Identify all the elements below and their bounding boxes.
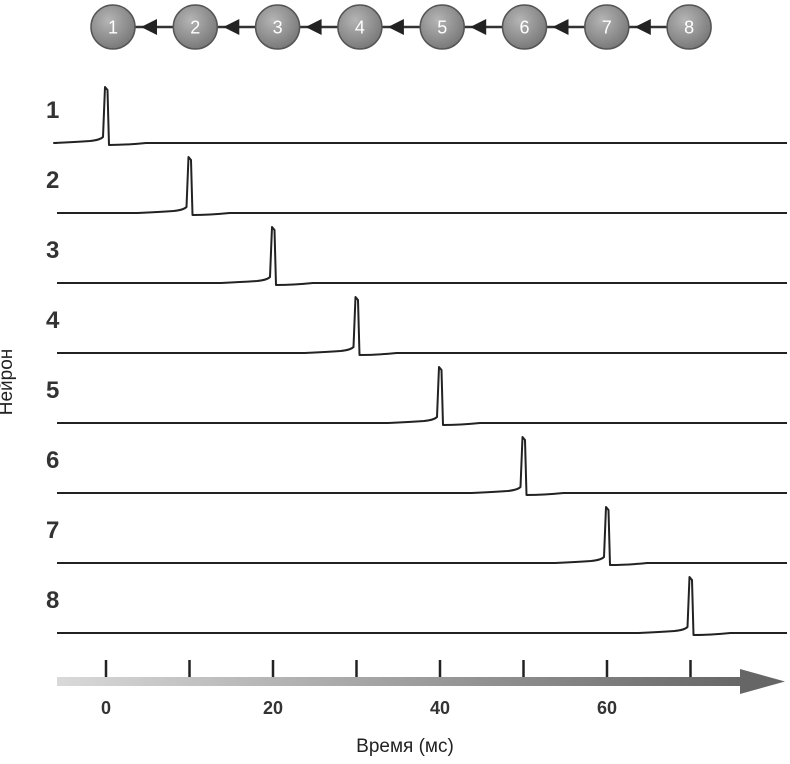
trace-label: 6 bbox=[46, 447, 59, 474]
x-axis: 0 20 40 60 bbox=[57, 660, 785, 718]
inhibitory-arrow-icon bbox=[387, 19, 404, 35]
neuron-node-1 bbox=[90, 4, 136, 50]
neuron-node-label: 3 bbox=[273, 18, 283, 38]
inhibitory-arrow-icon bbox=[305, 19, 322, 35]
neuron-node-label: 6 bbox=[519, 18, 529, 38]
trace-label: 4 bbox=[46, 307, 60, 334]
y-axis-title: Нейрон bbox=[0, 349, 17, 416]
neuron-node-label: 7 bbox=[602, 18, 612, 38]
trace-neuron-4 bbox=[57, 296, 787, 356]
trace-neuron-8 bbox=[57, 576, 787, 636]
neuron-node-label: 1 bbox=[108, 18, 118, 38]
trace-label: 8 bbox=[46, 587, 59, 614]
neuron-node-label: 4 bbox=[355, 18, 365, 38]
neuron-node-8 bbox=[666, 4, 712, 50]
x-tick-label: 60 bbox=[597, 698, 617, 718]
time-axis-arrowhead bbox=[740, 669, 785, 694]
trace-neuron-5 bbox=[57, 366, 787, 426]
inhibitory-arrow-icon bbox=[141, 19, 157, 35]
neuron-node-3 bbox=[254, 4, 301, 50]
x-tick-label: 0 bbox=[101, 698, 111, 718]
x-axis-title: Время (мс) bbox=[356, 736, 454, 757]
neuron-chain: 1 2 3 4 5 6 7 8 bbox=[90, 4, 712, 50]
inhibitory-arrow-icon bbox=[552, 19, 569, 35]
inhibitory-arrow-icon bbox=[634, 19, 651, 35]
inhibitory-arrow-icon bbox=[470, 19, 487, 35]
trace-group: 1 2 3 4 5 6 7 8 bbox=[46, 86, 787, 636]
neuron-node-7 bbox=[584, 4, 630, 50]
neuron-node-6 bbox=[501, 4, 548, 50]
trace-neuron-6 bbox=[57, 436, 787, 496]
trace-neuron-3 bbox=[57, 226, 787, 286]
trace-neuron-2 bbox=[57, 156, 787, 216]
trace-label: 1 bbox=[46, 97, 59, 124]
trace-label: 3 bbox=[46, 237, 59, 264]
time-axis-bar bbox=[57, 677, 745, 686]
trace-label: 5 bbox=[46, 377, 59, 404]
trace-label: 2 bbox=[46, 167, 59, 194]
trace-neuron-1 bbox=[53, 86, 787, 146]
neuron-node-4 bbox=[337, 4, 383, 50]
trace-label: 7 bbox=[46, 517, 59, 544]
trace-neuron-7 bbox=[57, 506, 787, 566]
inhibitory-arrow-icon bbox=[223, 19, 240, 35]
x-tick-label: 20 bbox=[263, 698, 283, 718]
neuron-node-2 bbox=[172, 4, 219, 50]
neuron-node-label: 8 bbox=[684, 18, 694, 38]
neuron-node-label: 5 bbox=[437, 18, 447, 38]
x-tick-label: 40 bbox=[430, 698, 450, 718]
neuron-node-5 bbox=[419, 4, 465, 50]
neuron-node-label: 2 bbox=[190, 18, 200, 38]
